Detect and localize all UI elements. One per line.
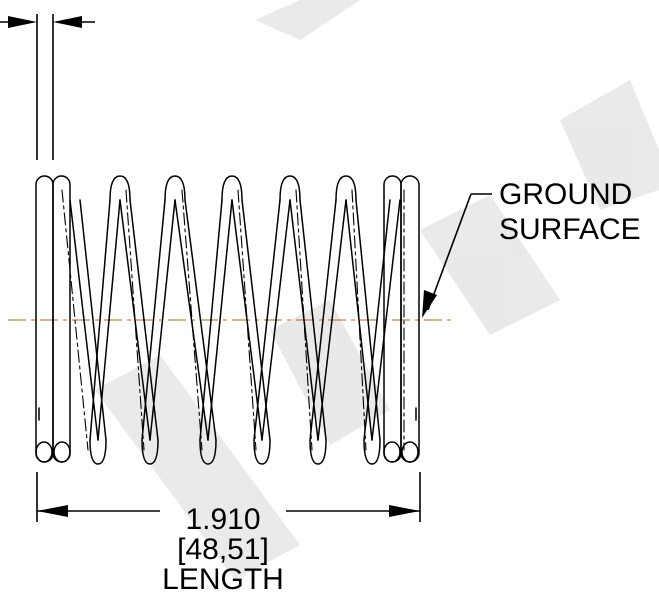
pitch-arrow-left [8, 16, 37, 28]
watermark [95, 0, 659, 580]
length-arrow-left [37, 505, 68, 517]
callout-ground-label: GROUND [499, 178, 633, 211]
pitch-arrow-right [53, 16, 82, 28]
coil-wire [317, 199, 347, 441]
left-second-coil [52, 175, 71, 463]
coil-wire [289, 199, 319, 441]
spring-coils [35, 175, 420, 465]
pitch-dimension [0, 14, 95, 160]
coil-wire [231, 199, 263, 441]
coil-wire [207, 199, 233, 441]
callout-leader [427, 193, 492, 311]
length-metric-value: [48,51] [177, 533, 269, 566]
callout-surface-label: SURFACE [499, 213, 641, 246]
coil-wire [149, 199, 176, 441]
coil-wire [261, 199, 291, 441]
coil-wire [119, 199, 151, 441]
coil-wire [174, 199, 209, 441]
callout-arrowhead [422, 290, 437, 318]
length-arrow-right [389, 505, 420, 517]
length-value: 1.910 [185, 503, 261, 536]
length-label: LENGTH [162, 563, 284, 596]
